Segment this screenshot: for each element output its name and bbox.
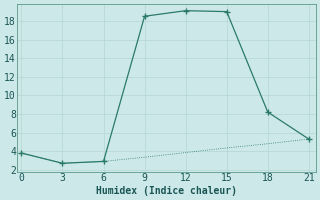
X-axis label: Humidex (Indice chaleur): Humidex (Indice chaleur) xyxy=(96,186,237,196)
